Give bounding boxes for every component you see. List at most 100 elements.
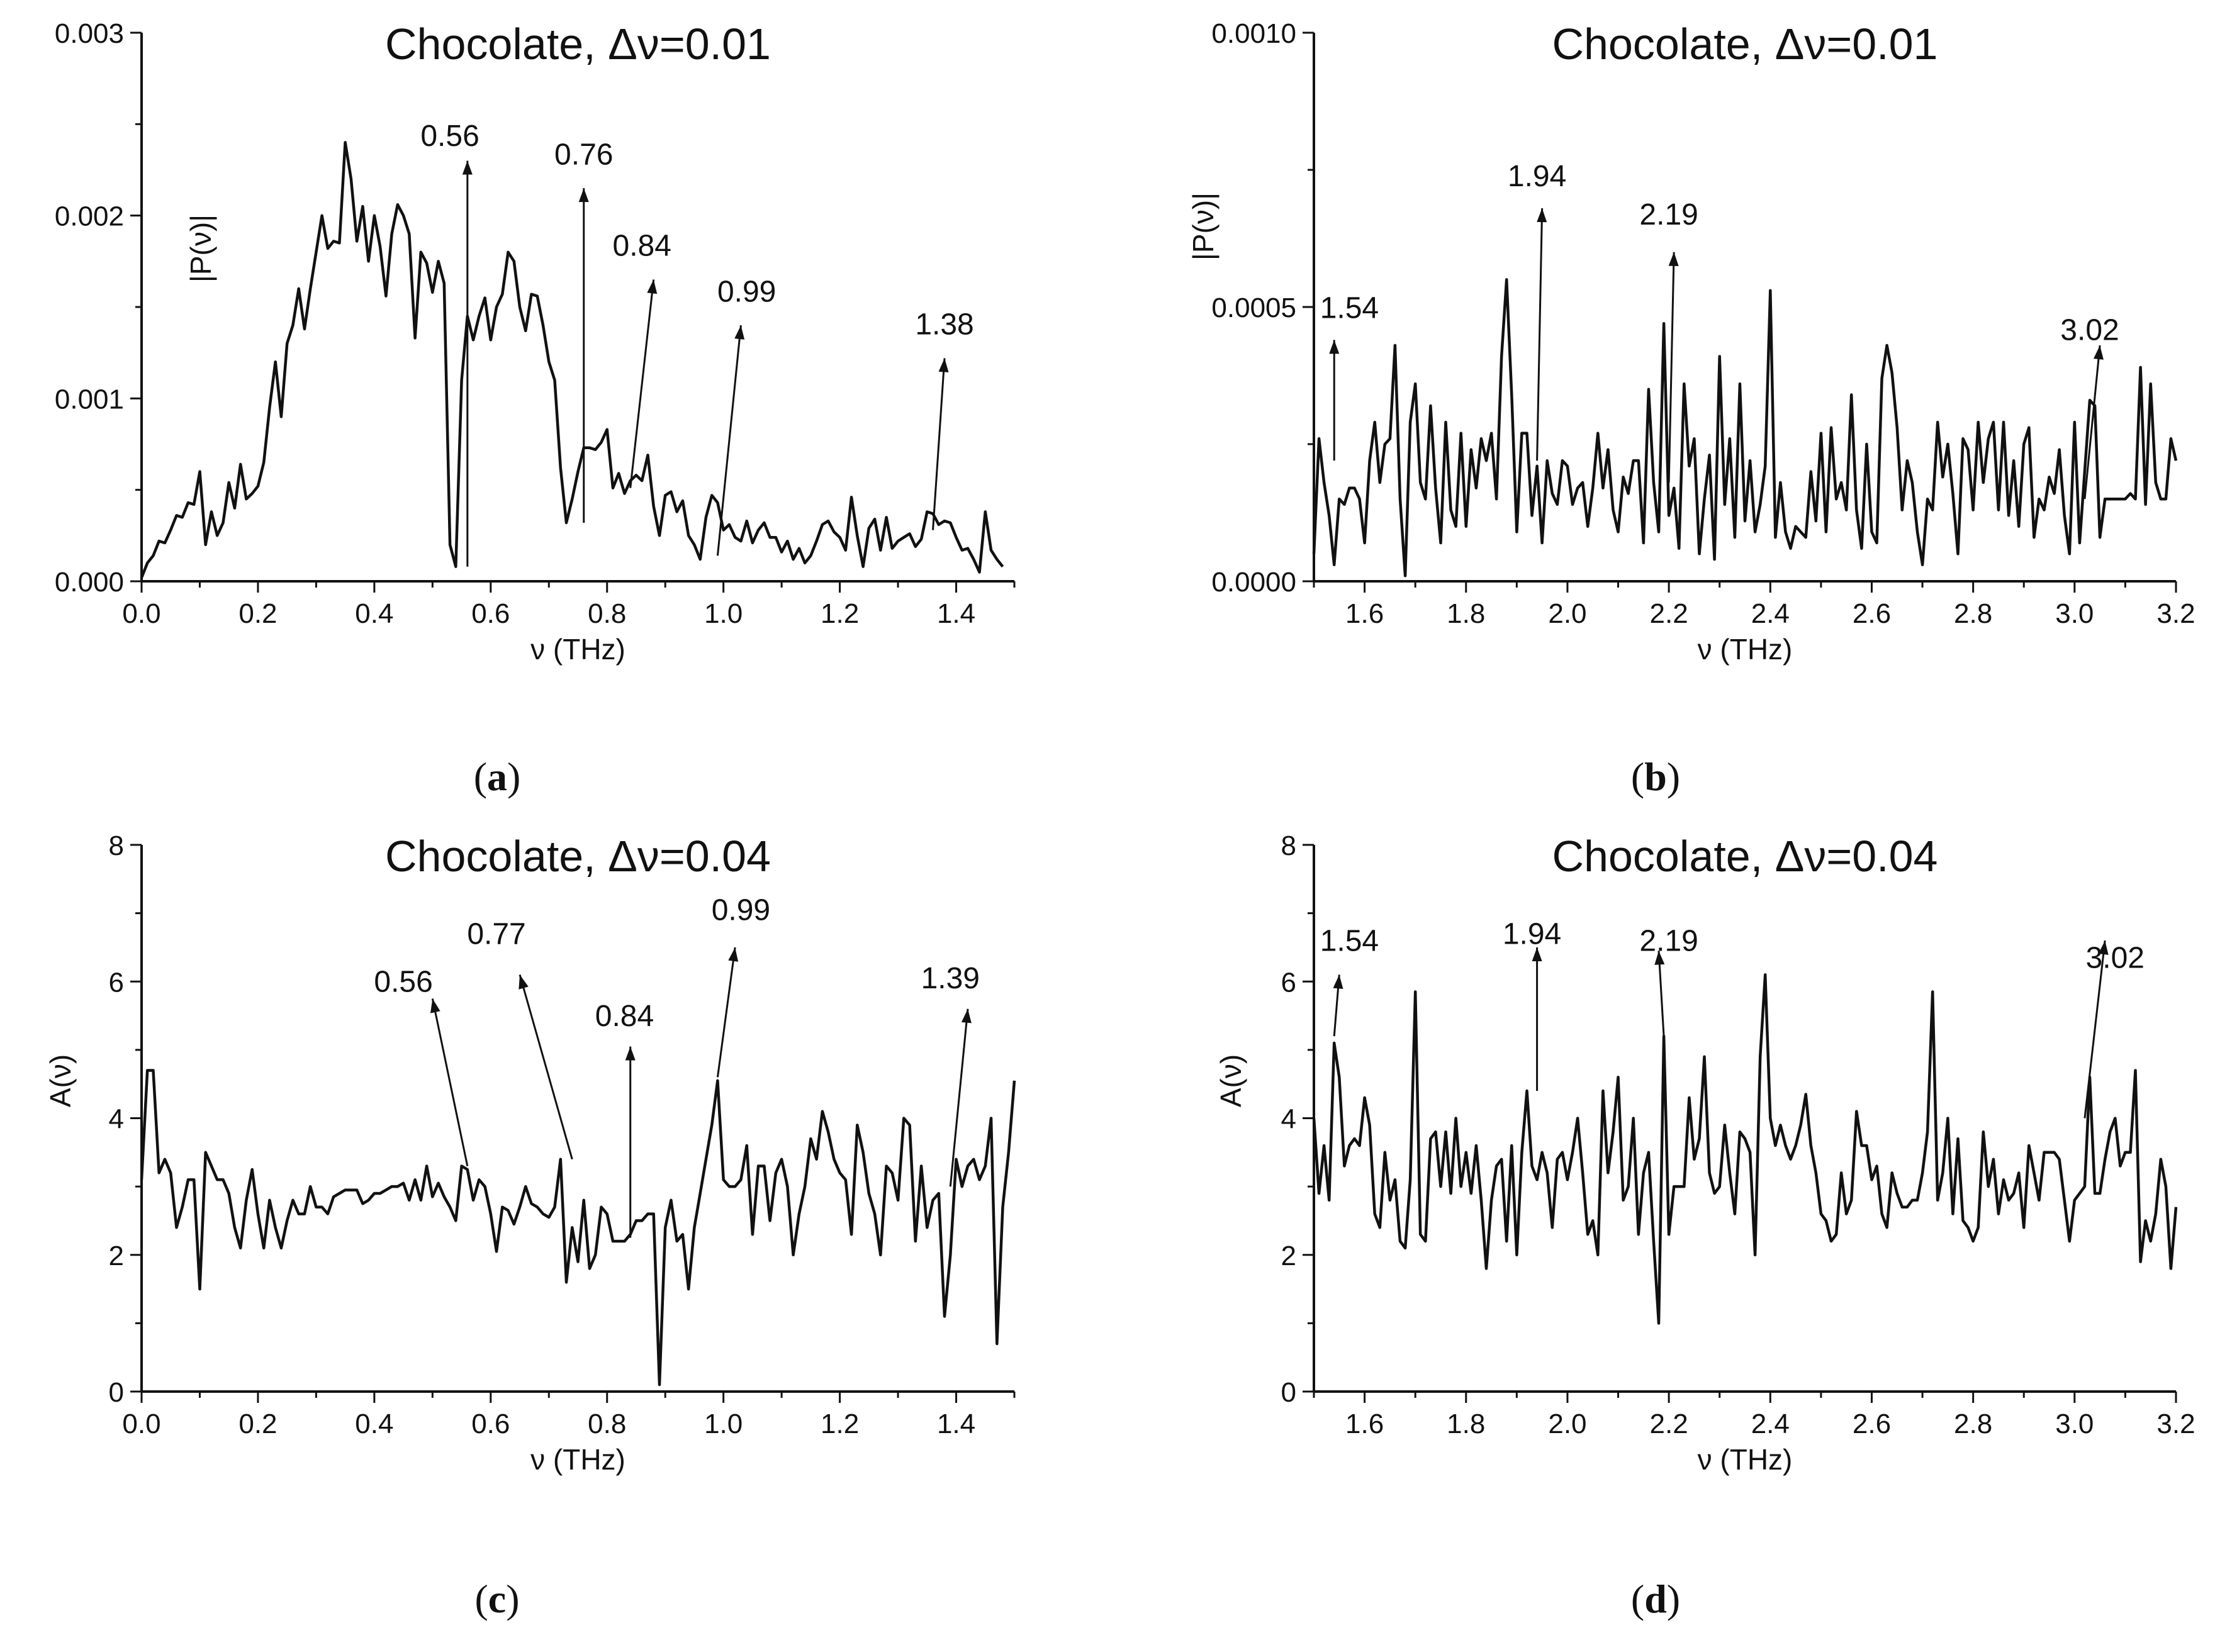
annotation-arrowhead (734, 325, 745, 340)
x-tick-label: 1.0 (704, 1409, 743, 1439)
annotation-label: 0.56 (420, 120, 479, 153)
x-tick-label: 0.4 (355, 1409, 393, 1439)
y-tick-label: 0.0005 (1211, 293, 1296, 323)
panel-caption: (d) (1631, 1577, 1680, 1621)
x-tick-label: 0.2 (238, 1409, 277, 1439)
caption-paren: ) (1667, 1577, 1680, 1621)
y-tick-label: 4 (1281, 1104, 1296, 1135)
annotation-arrow (716, 325, 742, 556)
x-tick-label: 3.2 (2156, 1409, 2195, 1439)
x-tick-label: 2.2 (1650, 1409, 1688, 1439)
y-axis-label: A(ν) (1214, 1054, 1247, 1107)
annotation-arrowhead (2093, 345, 2104, 360)
annotation-label: 2.19 (1639, 198, 1698, 232)
x-tick-label: 2.0 (1548, 1409, 1586, 1439)
x-tick-label: 2.4 (1751, 1409, 1790, 1439)
annotation-arrowhead (1668, 252, 1679, 266)
series-line (140, 141, 1004, 579)
panel-caption: (b) (1631, 754, 1680, 799)
x-tick-label: 2.0 (1548, 598, 1586, 629)
caption-letter: b (1644, 754, 1667, 799)
x-tick-label: 0.4 (355, 598, 393, 629)
caption-paren: ( (474, 1577, 488, 1621)
annotation-arrowhead (519, 974, 529, 990)
caption-paren: ) (506, 1577, 519, 1621)
annotation-label: 3.02 (2086, 942, 2145, 975)
annotation-label: 0.56 (374, 966, 432, 999)
annotation-label: 0.99 (712, 893, 770, 927)
annotation-arrow (629, 279, 655, 488)
annotation-label: 1.39 (921, 962, 980, 995)
series-line (1312, 973, 2178, 1325)
annotation-label: 1.94 (1508, 160, 1566, 193)
x-tick-label: 0.2 (238, 598, 277, 629)
annotation-arrowhead (961, 1008, 972, 1024)
y-axis-label: |P(ν)| (1187, 193, 1220, 260)
y-tick-label: 0.0010 (1211, 18, 1296, 49)
x-axis-label: ν (THz) (1698, 633, 1793, 666)
y-tick-label: 0.003 (55, 18, 124, 49)
y-tick-label: 0.001 (55, 384, 124, 415)
caption-paren: ( (1631, 754, 1644, 799)
annotation-arrow (519, 974, 573, 1160)
x-tick-label: 0.8 (588, 598, 626, 629)
annotation-arrowhead (728, 947, 739, 962)
annotation-label: 0.84 (613, 230, 671, 263)
x-tick-label: 1.6 (1345, 1409, 1384, 1439)
annotation-arrowhead (578, 188, 589, 203)
annotation-arrowhead (1654, 951, 1665, 965)
x-tick-label: 1.2 (821, 1409, 859, 1439)
series-line (1312, 278, 2178, 578)
x-tick-label: 1.6 (1345, 598, 1384, 629)
x-tick-label: 2.4 (1751, 598, 1790, 629)
annotation-arrow (2083, 345, 2101, 500)
chart-title: Chocolate, Δν=0.04 (385, 832, 771, 881)
caption-paren: ) (507, 754, 520, 799)
caption-paren: ( (474, 754, 487, 799)
x-tick-label: 2.6 (1853, 598, 1891, 629)
y-tick-label: 0 (1281, 1377, 1296, 1408)
x-tick-label: 2.6 (1853, 1409, 1891, 1439)
x-tick-label: 1.4 (937, 1409, 975, 1439)
x-tick-label: 0.0 (122, 1409, 160, 1439)
x-tick-label: 2.2 (1650, 598, 1688, 629)
y-tick-label: 0.0000 (1211, 567, 1296, 598)
y-tick-label: 4 (109, 1104, 124, 1135)
annotation-arrow (431, 998, 469, 1166)
chart-title: Chocolate, Δν=0.01 (385, 20, 771, 69)
annotation-label: 0.99 (717, 275, 776, 308)
annotation-label: 1.54 (1320, 924, 1379, 957)
x-axis-label: ν (THz) (530, 1443, 625, 1476)
x-tick-label: 1.8 (1447, 598, 1485, 629)
annotation-arrowhead (430, 998, 440, 1013)
annotation-arrowhead (1333, 974, 1343, 989)
x-axis-label: ν (THz) (530, 633, 625, 666)
annotation-arrowhead (1537, 208, 1547, 223)
caption-letter: c (488, 1577, 506, 1621)
annotation-arrow (1657, 951, 1665, 1037)
annotation-arrowhead (625, 1046, 636, 1061)
x-tick-label: 1.2 (821, 598, 859, 629)
x-tick-label: 0.6 (471, 598, 510, 629)
x-tick-label: 1.8 (1447, 1409, 1485, 1439)
annotation-label: 3.02 (2060, 313, 2119, 347)
annotation-arrowhead (2098, 940, 2109, 955)
y-tick-label: 6 (109, 967, 124, 998)
annotation-arrow (949, 1008, 969, 1187)
x-tick-label: 0.8 (588, 1409, 626, 1439)
annotation-arrow (716, 947, 736, 1078)
chart-panel-c: 0.0 0.2 0.4 0.6 0.8 1.0 1.2 1.4 0 2 4 6 8 Chocolate, … (44, 830, 1016, 1621)
caption-letter: d (1644, 1577, 1667, 1621)
caption-letter: a (487, 754, 507, 799)
y-tick-label: 0.000 (55, 567, 124, 598)
annotation-arrow (932, 358, 946, 530)
x-tick-label: 2.8 (1954, 598, 1992, 629)
annotation-arrowhead (647, 279, 658, 294)
y-tick-label: 2 (109, 1241, 124, 1271)
x-axis-label: ν (THz) (1698, 1443, 1793, 1476)
chart-panel-d: 1.6 1.8 2.0 2.2 2.4 2.6 2.8 3.0 3.2 0 2 4 6 8 Chocolat… (1214, 830, 2195, 1621)
annotation-label: 1.54 (1320, 291, 1379, 325)
x-tick-label: 1.4 (937, 598, 975, 629)
x-tick-label: 1.0 (704, 598, 743, 629)
x-tick-label: 3.0 (2055, 1409, 2094, 1439)
